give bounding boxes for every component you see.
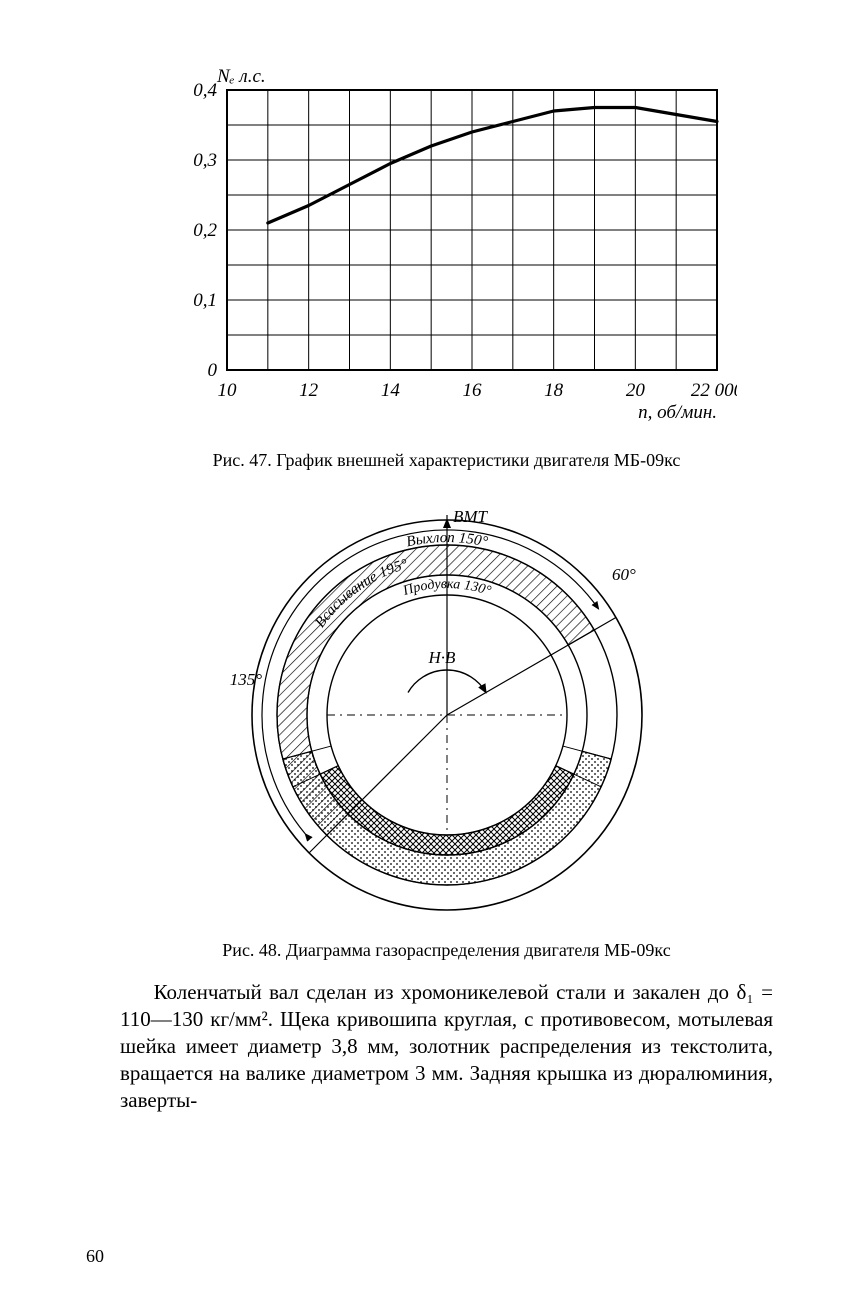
figure-48-caption: Рис. 48. Диаграмма газораспределения дви…: [180, 940, 713, 962]
svg-text:ВМТ: ВМТ: [453, 507, 489, 526]
svg-text:0: 0: [207, 360, 217, 381]
svg-text:12: 12: [299, 380, 319, 401]
svg-text:Н·В: Н·В: [427, 648, 456, 667]
body-paragraph: Коленчатый вал сделан из хромоникелевой …: [120, 979, 773, 1113]
page-number: 60: [86, 1245, 104, 1268]
chart-47-svg: 0 0,1 0,2 0,3 0,4 10 12 14 16 18 20 22 000 Nₑ л.с. n,…: [157, 60, 737, 440]
svg-text:14: 14: [380, 380, 400, 401]
figure-48-diagram: ВМТН·В135°60°Всасывание 195°Продувка 130…: [120, 490, 773, 930]
page: 0 0,1 0,2 0,3 0,4 10 12 14 16 18 20 22 000 Nₑ л.с. n,…: [0, 0, 858, 1298]
svg-text:0,4: 0,4: [193, 80, 217, 101]
svg-text:22 000: 22 000: [690, 380, 736, 401]
svg-text:10: 10: [217, 380, 237, 401]
svg-text:16: 16: [462, 380, 482, 401]
figure-47-chart: 0 0,1 0,2 0,3 0,4 10 12 14 16 18 20 22 000 Nₑ л.с. n,…: [120, 60, 773, 440]
svg-text:18: 18: [544, 380, 564, 401]
svg-text:Всасывание 195°: Всасывание 195°: [312, 556, 409, 630]
diagram-48-svg: ВМТН·В135°60°Всасывание 195°Продувка 130…: [227, 490, 667, 930]
svg-text:60°: 60°: [612, 565, 636, 584]
svg-text:135°: 135°: [229, 670, 262, 689]
svg-text:n, об/мин.: n, об/мин.: [638, 402, 717, 423]
svg-text:Nₑ л.с.: Nₑ л.с.: [216, 66, 266, 87]
svg-text:20: 20: [625, 380, 645, 401]
figure-47-caption: Рис. 47. График внешней характеристики д…: [180, 450, 713, 472]
svg-text:0,3: 0,3: [193, 150, 217, 171]
svg-text:0,2: 0,2: [193, 220, 217, 241]
svg-text:0,1: 0,1: [193, 290, 217, 311]
